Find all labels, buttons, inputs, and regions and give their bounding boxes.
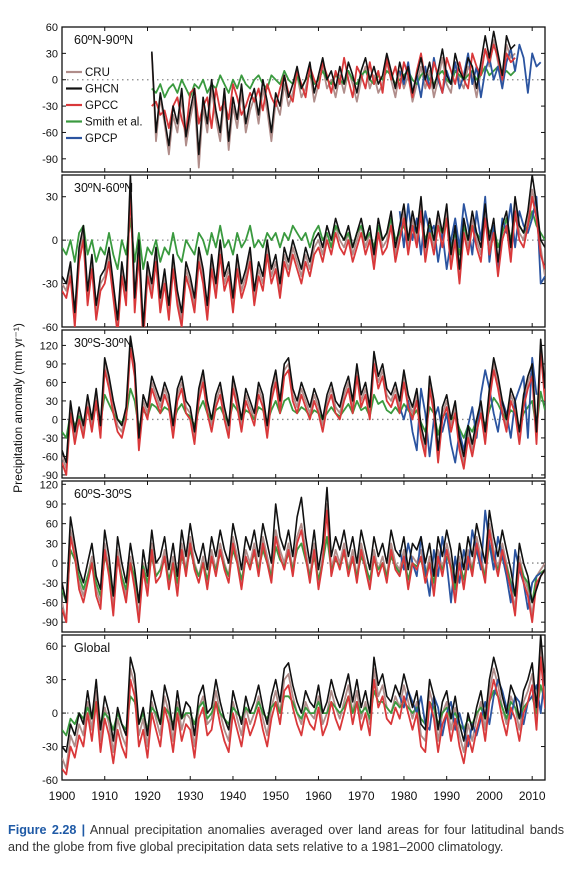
x-tick-label: 2000 [476,789,503,803]
legend-label: GHCN [85,84,119,96]
y-tick-label: -30 [42,101,58,113]
series-line-smith-et-al- [62,210,545,271]
x-tick-label: 1920 [134,789,161,803]
y-tick-label: 30 [46,538,58,550]
y-tick-label: 0 [52,75,58,87]
y-tick-label: -30 [42,742,58,754]
x-tick-label: 2010 [519,789,546,803]
x-tick-label: 1930 [177,789,204,803]
y-tick-label: -60 [42,597,58,609]
series-line-gpcc [62,656,545,776]
x-tick-label: 1910 [91,789,118,803]
y-tick-label: 30 [46,48,58,60]
y-tick-label: 0 [52,235,58,247]
y-axis-label: Precipitation anomaly (mm yr⁻¹) [11,323,25,493]
y-tick-label: -30 [42,433,58,445]
y-tick-label: -60 [42,322,58,334]
series-line-gpcc [62,509,545,624]
y-tick-label: 0 [52,708,58,720]
panel-title: 30ºS-30ºN [74,336,132,350]
x-tick-label: 1990 [433,789,460,803]
panel-frame [61,329,546,479]
panel-0: 60 30 0 -30 -60 -90 60ºN-90ºN CRU GHCN GPCC Smith … [42,22,546,173]
caption-label: Figure 2.28 | [8,823,86,837]
y-tick-label: 0 [52,558,58,570]
series-line-gpcc [62,347,545,476]
y-tick-label: 60 [46,641,58,653]
legend-label: GPCC [85,100,118,112]
y-tick-label: -60 [42,451,58,463]
y-tick-label: -90 [42,470,58,482]
series-line-ghcn [62,175,545,327]
x-tick-label: 1960 [305,789,332,803]
series-line-cru [150,39,516,169]
panel-title: 30ºN-60ºN [74,181,133,195]
panel-frame [61,174,546,328]
series-line-ghcn [62,635,545,753]
panel-title: Global [74,641,110,655]
figure-caption: Figure 2.28 | Annual precipitation anoma… [8,822,564,856]
series-line-ghcn [151,30,516,156]
series-line-ghcn [62,486,545,604]
y-tick-label: -60 [42,775,58,787]
series-line-smith-et-al- [62,684,545,737]
x-tick-label: 1980 [391,789,418,803]
legend-label: Smith et al. [85,117,143,129]
y-tick-label: 30 [46,396,58,408]
y-tick-label: -90 [42,617,58,629]
x-tick-label: 1900 [49,789,76,803]
figure-chart: 60 30 0 -30 -60 -90 60ºN-90ºN CRU GHCN GPCC Smith … [11,22,546,803]
series-line-ghcn [62,335,545,464]
panel-3: 120 90 60 30 0 -30 -60 -90 60ºS-30ºS [40,479,546,633]
y-tick-label: 60 [46,22,58,34]
y-tick-label: 30 [46,192,58,204]
y-tick-label: 0 [52,414,58,426]
panel-frame [61,480,546,633]
y-tick-label: -60 [42,127,58,139]
x-tick-label: 1970 [348,789,375,803]
y-tick-label: 120 [40,340,58,352]
caption-text: Annual precipitation anomalies averaged … [8,823,565,854]
y-tick-label: 60 [46,377,58,389]
panel-title: 60ºN-90ºN [74,33,133,47]
panel-title: 60ºS-30ºS [74,487,132,501]
y-tick-label: -90 [42,154,58,166]
x-tick-label: 1940 [220,789,247,803]
panel-1: 30 0 -30 -60 30ºN-60ºN [42,174,546,334]
y-tick-label: 120 [40,479,58,491]
panel-frame [61,634,546,781]
legend-label: GPCP [85,133,118,145]
x-tick-label: 1950 [262,789,289,803]
series-line-gpcc [62,188,545,327]
panel-frame [61,26,546,173]
y-tick-label: 30 [46,675,58,687]
series-line-cru [62,645,545,770]
legend-label: CRU [85,67,110,79]
panel-2: 120 90 60 30 0 -30 -60 -90 30ºS-30ºN [40,329,546,482]
y-tick-label: -30 [42,279,58,291]
y-tick-label: 90 [46,359,58,371]
y-tick-label: 60 [46,519,58,531]
y-tick-label: -30 [42,578,58,590]
y-tick-label: 90 [46,499,58,511]
panel-4: 60 30 0 -30 -60 Global [42,634,546,787]
